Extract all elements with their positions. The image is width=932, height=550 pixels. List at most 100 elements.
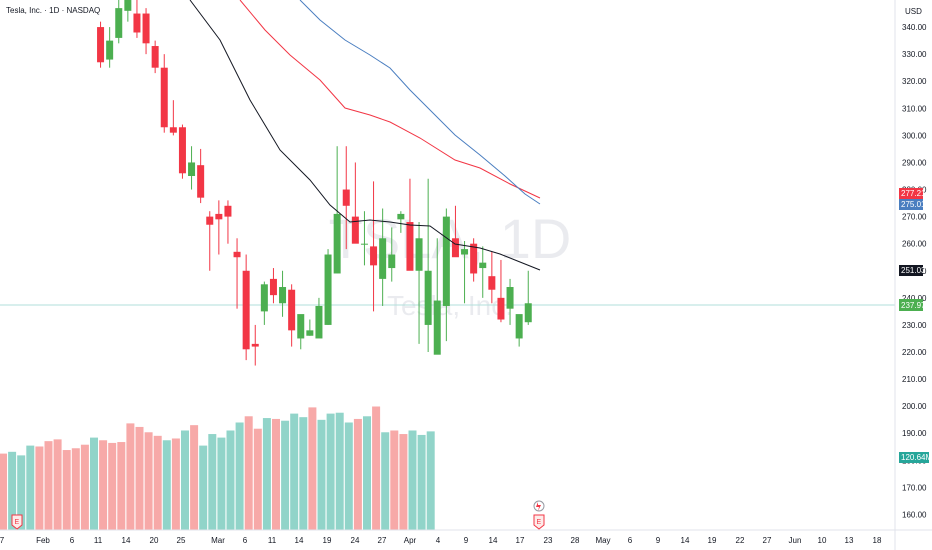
price-tick-label: 200.00: [902, 402, 927, 411]
candle-body: [351, 216, 359, 244]
volume-bar: [317, 419, 326, 530]
time-tick-label: May: [595, 536, 610, 545]
volume-bar: [335, 412, 344, 530]
time-tick-label: 17: [516, 536, 525, 545]
price-tick-label: 290.00: [902, 158, 927, 167]
candle-body: [479, 262, 487, 269]
volume-bar: [290, 413, 299, 530]
volume-bar: [26, 445, 35, 530]
price-tick-label: 320.00: [902, 77, 927, 86]
volume-bar: [62, 450, 71, 530]
time-tick-label: 19: [708, 536, 717, 545]
time-tick-label: Jun: [789, 536, 802, 545]
candles: [97, 0, 532, 366]
svg-text:E: E: [15, 519, 20, 526]
candle-body: [306, 330, 314, 336]
candle-body: [442, 216, 450, 306]
volume-bar: [144, 432, 153, 530]
news-icon[interactable]: [533, 500, 545, 512]
candle-body: [169, 127, 177, 133]
volume-bar: [117, 442, 126, 530]
earnings-icon[interactable]: E: [11, 514, 23, 530]
price-tick-label: 170.00: [902, 483, 927, 492]
volume-bar: [217, 437, 226, 530]
volume-bar: [372, 406, 381, 530]
ma20-line: [189, 0, 541, 271]
candle-body: [415, 238, 423, 271]
ma20-badge: 251.03: [899, 265, 926, 276]
ma20-badge-label: 251.03: [901, 266, 926, 275]
candle-body: [524, 303, 532, 323]
time-tick-label: 14: [122, 536, 131, 545]
time-tick-label: 6: [243, 536, 248, 545]
time-tick-label: Apr: [404, 536, 417, 545]
volume-bar: [53, 439, 62, 530]
svg-text:E: E: [537, 519, 542, 526]
candle-body: [142, 13, 150, 44]
volume-bars: [0, 406, 435, 530]
time-tick-label: 6: [70, 536, 75, 545]
candle-body: [288, 289, 296, 331]
volume-bar: [253, 428, 262, 530]
time-tick-label: 27: [763, 536, 772, 545]
ma50-badge-label: 277.21: [901, 189, 926, 198]
volume-bar: [153, 435, 162, 530]
volume-bar: [399, 434, 408, 530]
time-tick-label: 24: [351, 536, 360, 545]
candle-body: [379, 238, 387, 279]
volume-bar: [71, 448, 80, 530]
candle-body: [388, 254, 396, 269]
last-price-badge: 237.97: [899, 299, 926, 311]
volume-bar: [190, 425, 199, 530]
candle-body: [124, 0, 132, 11]
volume-bar: [390, 430, 399, 530]
price-tick-label: 190.00: [902, 429, 927, 438]
candle-body: [506, 287, 514, 309]
time-axis[interactable]: 7 Feb 6 11 14 20 25 Mar 6 11 14 19 24 27 Apr 4 9 14 17 23 28…: [0, 536, 882, 545]
volume-bar: [426, 431, 435, 530]
volume-bar: [353, 418, 362, 530]
candle-body: [370, 246, 378, 266]
candle-body: [497, 297, 505, 320]
volume-bar: [208, 434, 217, 530]
volume-bar: [44, 441, 53, 530]
volume-badge-label: 120.64M: [901, 453, 932, 462]
volume-bar: [226, 430, 235, 530]
time-tick-label: 22: [736, 536, 745, 545]
candle-body: [106, 40, 114, 60]
candle-body: [424, 270, 432, 325]
time-tick-label: 27: [378, 536, 387, 545]
candle-body: [451, 238, 459, 258]
candle-body: [470, 243, 478, 274]
volume-bar: [244, 416, 253, 530]
time-tick-label: 11: [94, 536, 103, 545]
time-tick-label: 13: [845, 536, 854, 545]
candle-body: [324, 254, 332, 325]
volume-bar: [326, 413, 335, 530]
candle-body: [406, 222, 414, 271]
price-tick-label: 230.00: [902, 321, 927, 330]
candle-body: [251, 343, 259, 347]
ma100-badge: 275.01: [899, 199, 926, 210]
volume-bar: [35, 446, 44, 530]
volume-bar: [135, 426, 144, 530]
time-tick-label: Mar: [211, 536, 225, 545]
volume-bar: [162, 440, 171, 530]
volume-bar: [235, 422, 244, 530]
time-tick-label: 9: [464, 536, 469, 545]
candle-body: [260, 284, 268, 312]
candle-body: [224, 205, 232, 217]
candle-body: [133, 13, 141, 33]
ma100-badge-label: 275.01: [901, 200, 926, 209]
candle-body: [115, 8, 123, 38]
volume-bar: [199, 445, 208, 530]
candle-body: [433, 300, 441, 355]
volume-bar: [0, 453, 7, 530]
earnings-icon[interactable]: E: [533, 514, 545, 530]
volume-bar: [417, 434, 426, 530]
volume-badge: 120.64M: [899, 452, 932, 463]
candle-body: [360, 243, 368, 245]
price-tick-label: 300.00: [902, 131, 927, 140]
volume-bar: [272, 418, 280, 530]
